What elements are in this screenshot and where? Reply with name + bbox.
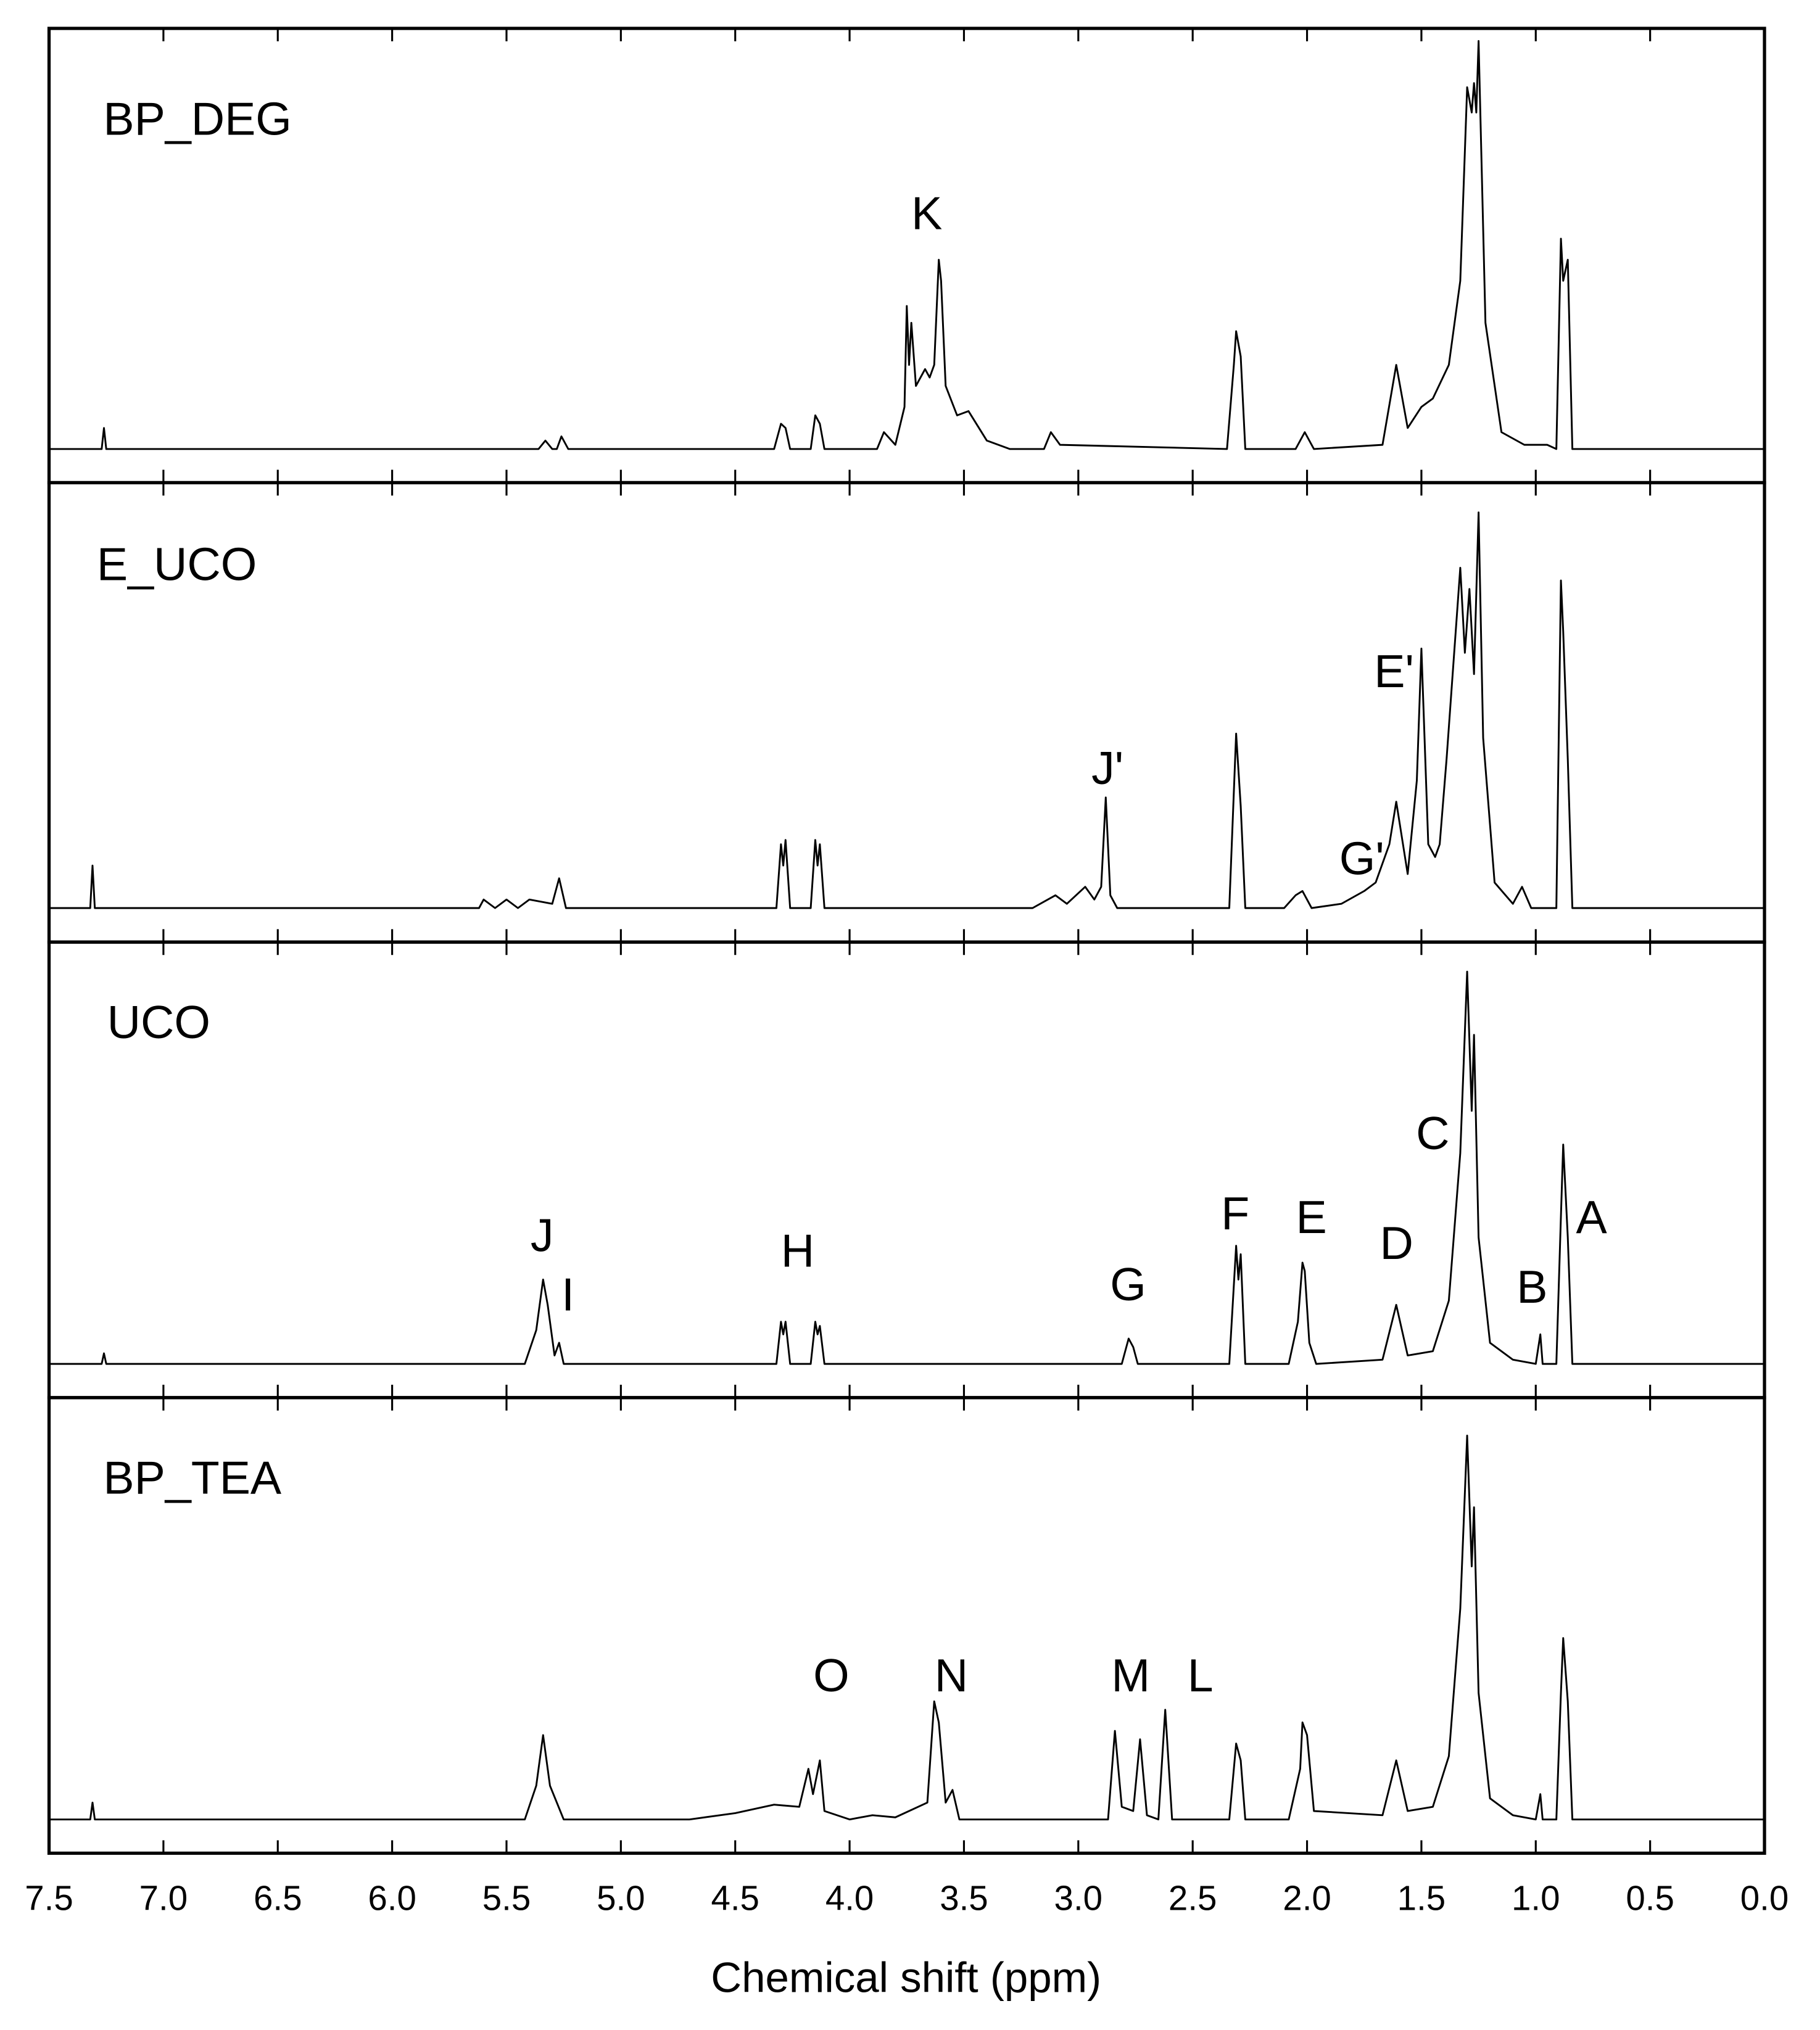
panel-label: E_UCO <box>97 538 257 590</box>
peak-label: I <box>561 1269 574 1321</box>
peak-label: A <box>1576 1191 1608 1243</box>
peak-label: M <box>1111 1649 1150 1701</box>
peak-label: C <box>1416 1107 1449 1159</box>
panel-label: BP_DEG <box>103 93 292 145</box>
x-tick-label: 4.5 <box>711 1879 759 1918</box>
x-tick-label: 7.0 <box>139 1879 188 1918</box>
x-tick-label: 1.5 <box>1397 1879 1446 1918</box>
peak-label: H <box>781 1224 814 1276</box>
x-tick-label: 3.0 <box>1054 1879 1103 1918</box>
peak-label: O <box>813 1649 850 1701</box>
peak-label: N <box>935 1649 968 1701</box>
x-tick-label: 5.0 <box>597 1879 645 1918</box>
panel-frame <box>47 481 1766 944</box>
peak-label: D <box>1380 1217 1413 1269</box>
panel-label: UCO <box>107 996 210 1048</box>
x-tick-label: 4.0 <box>825 1879 874 1918</box>
panel-frame <box>47 27 1766 485</box>
x-tick-label: 7.5 <box>25 1879 73 1918</box>
x-tick-label: 2.0 <box>1283 1879 1331 1918</box>
x-tick-label: 5.5 <box>482 1879 531 1918</box>
peak-label: F <box>1221 1187 1249 1239</box>
x-axis-title: Chemical shift (ppm) <box>711 1954 1101 2002</box>
panel-frame <box>47 1396 1766 1855</box>
peak-label: J' <box>1091 742 1123 794</box>
peak-label: G' <box>1339 832 1384 884</box>
x-tick-label: 0.5 <box>1626 1879 1674 1918</box>
x-tick-label: 3.5 <box>940 1879 988 1918</box>
x-tick-label: 1.0 <box>1512 1879 1560 1918</box>
peak-label: E' <box>1374 645 1414 697</box>
peak-label: J <box>531 1209 554 1261</box>
x-tick-label: 0.0 <box>1740 1879 1789 1918</box>
spectrum-line <box>49 1434 1765 1821</box>
peak-label: E <box>1296 1191 1327 1243</box>
spectrum-line <box>49 40 1765 450</box>
x-tick-label: 6.0 <box>368 1879 416 1918</box>
peak-label: G <box>1110 1258 1146 1310</box>
peak-label: L <box>1188 1649 1214 1701</box>
panel-frame <box>47 940 1766 1400</box>
panel-label: BP_TEA <box>103 1452 282 1504</box>
spectrum-line <box>49 970 1765 1365</box>
x-tick-label: 6.5 <box>254 1879 302 1918</box>
x-tick-label: 2.5 <box>1169 1879 1217 1918</box>
peak-label: K <box>911 187 942 239</box>
peak-label: B <box>1516 1261 1547 1313</box>
spectrum-line <box>49 511 1765 909</box>
